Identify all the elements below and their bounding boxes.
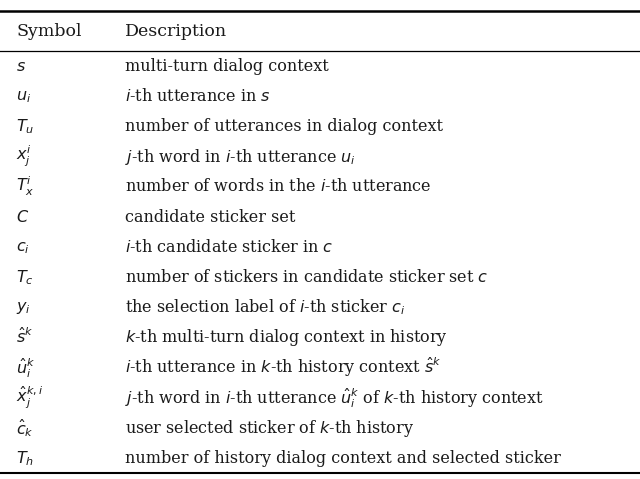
Text: $k$-th multi-turn dialog context in history: $k$-th multi-turn dialog context in hist… [125,327,448,348]
Text: user selected sticker of $k$-th history: user selected sticker of $k$-th history [125,418,414,439]
Text: $j$-th word in $i$-th utterance $u_i$: $j$-th word in $i$-th utterance $u_i$ [125,147,356,167]
Text: $T_h$: $T_h$ [16,449,34,468]
Text: candidate sticker set: candidate sticker set [125,208,295,226]
Text: $i$-th candidate sticker in $c$: $i$-th candidate sticker in $c$ [125,239,333,256]
Text: $j$-th word in $i$-th utterance $\hat{u}_i^k$ of $k$-th history context: $j$-th word in $i$-th utterance $\hat{u}… [125,386,543,410]
Text: $i$-th utterance in $k$-th history context $\hat{s}^k$: $i$-th utterance in $k$-th history conte… [125,356,441,379]
Text: $T_c$: $T_c$ [16,268,34,286]
Text: $\hat{s}^k$: $\hat{s}^k$ [16,328,33,347]
Text: multi-turn dialog context: multi-turn dialog context [125,58,328,75]
Text: $c_i$: $c_i$ [16,239,30,256]
Text: $\hat{c}_k$: $\hat{c}_k$ [16,417,34,439]
Text: $C$: $C$ [16,208,29,226]
Text: Description: Description [125,23,227,40]
Text: $\hat{x}_j^{k,i}$: $\hat{x}_j^{k,i}$ [16,385,44,411]
Text: number of words in the $i$-th utterance: number of words in the $i$-th utterance [125,178,431,195]
Text: $y_i$: $y_i$ [16,299,31,316]
Text: number of utterances in dialog context: number of utterances in dialog context [125,118,443,135]
Text: Symbol: Symbol [16,23,81,40]
Text: $i$-th utterance in $s$: $i$-th utterance in $s$ [125,88,271,105]
Text: $\hat{u}_i^k$: $\hat{u}_i^k$ [16,356,35,379]
Text: $T_x^i$: $T_x^i$ [16,175,35,198]
Text: $T_u$: $T_u$ [16,117,35,136]
Text: $u_i$: $u_i$ [16,88,31,105]
Text: $s$: $s$ [16,58,26,75]
Text: the selection label of $i$-th sticker $c_i$: the selection label of $i$-th sticker $c… [125,297,405,317]
Text: number of history dialog context and selected sticker: number of history dialog context and sel… [125,450,561,467]
Text: $x_j^i$: $x_j^i$ [16,144,31,169]
Text: number of stickers in candidate sticker set $c$: number of stickers in candidate sticker … [125,269,488,286]
